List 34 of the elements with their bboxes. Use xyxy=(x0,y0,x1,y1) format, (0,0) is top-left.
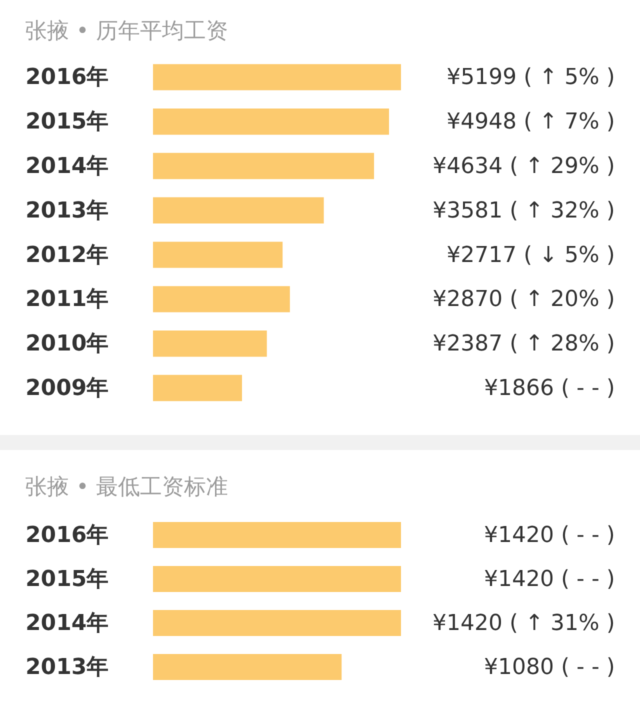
chart-title: 张掖 • 最低工资标准 xyxy=(25,475,228,500)
data-label: ¥5199 ( ↑ 5% ) xyxy=(446,65,615,90)
data-label: ¥2387 ( ↑ 28% ) xyxy=(432,332,615,357)
bar xyxy=(153,197,324,224)
bar xyxy=(153,374,242,402)
data-label: ¥1420 ( ↑ 31% ) xyxy=(432,611,615,636)
y-tick-label: 2014年 xyxy=(26,154,109,179)
y-tick-label: 2015年 xyxy=(26,110,109,135)
data-label: ¥4634 ( ↑ 29% ) xyxy=(432,154,615,179)
bar xyxy=(153,108,390,135)
y-tick-label: 2011年 xyxy=(26,287,109,312)
data-label: ¥1866 ( - - ) xyxy=(484,376,615,401)
data-label: ¥1080 ( - - ) xyxy=(484,655,615,680)
data-label: ¥2717 ( ↓ 5% ) xyxy=(446,242,615,268)
y-tick-label: 2013年 xyxy=(26,198,109,224)
bar xyxy=(153,330,267,357)
data-label: ¥4948 ( ↑ 7% ) xyxy=(446,110,615,135)
chart-title: 张掖 • 历年平均工资 xyxy=(25,19,228,44)
y-tick-label: 2012年 xyxy=(26,242,109,268)
bar xyxy=(153,152,374,180)
data-label: ¥1420 ( - - ) xyxy=(484,567,615,592)
y-tick-label: 2009年 xyxy=(26,376,109,401)
y-tick-label: 2015年 xyxy=(26,567,109,592)
y-tick-label: 2013年 xyxy=(26,655,109,680)
y-tick-label: 2016年 xyxy=(26,523,109,548)
data-label: ¥2870 ( ↑ 20% ) xyxy=(432,287,615,312)
data-label: ¥3581 ( ↑ 32% ) xyxy=(432,198,615,224)
bar xyxy=(153,64,401,90)
data-label: ¥1420 ( - - ) xyxy=(484,523,615,548)
bar xyxy=(153,286,290,312)
y-tick-label: 2010年 xyxy=(26,332,109,357)
y-tick-label: 2014年 xyxy=(26,611,109,636)
y-tick-label: 2016年 xyxy=(26,65,109,90)
bar xyxy=(153,242,283,268)
